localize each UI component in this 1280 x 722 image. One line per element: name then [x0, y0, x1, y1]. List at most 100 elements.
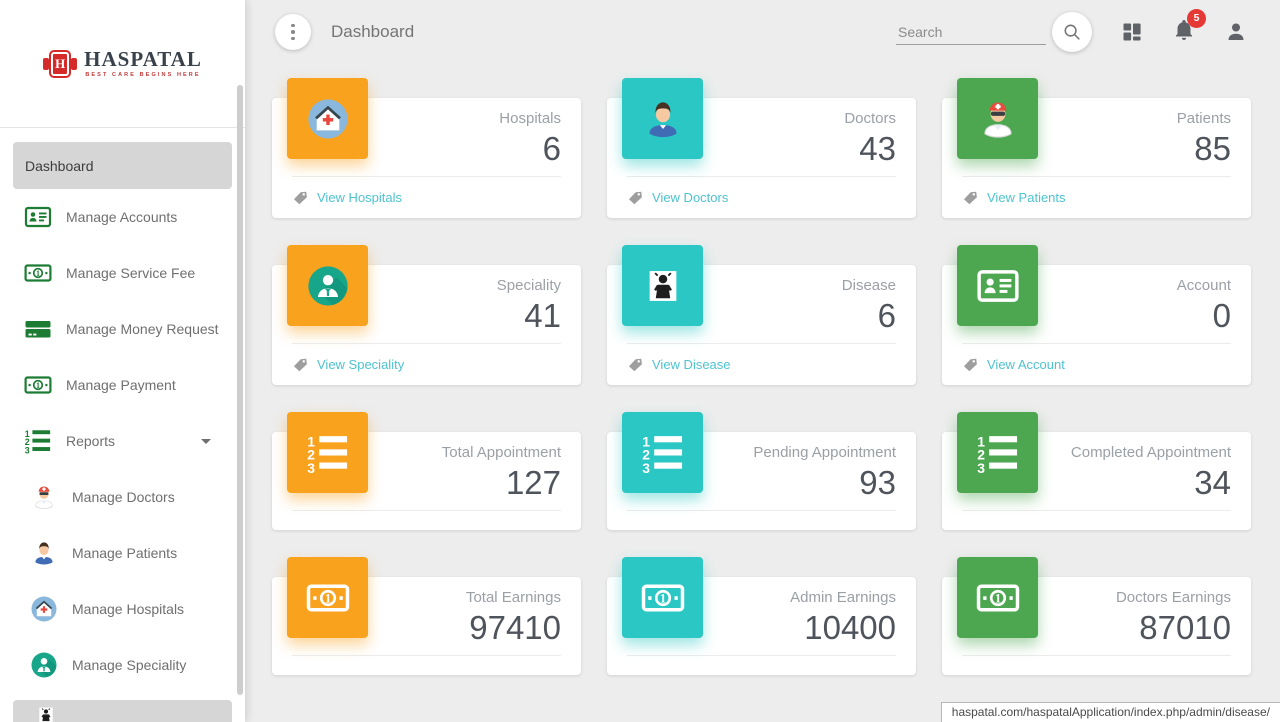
card-value: 41 [524, 297, 561, 334]
stat-card-disease: Disease 6 View Disease [607, 245, 916, 385]
card-label: Hospitals [499, 110, 561, 127]
view-patients-link[interactable]: View Patients [987, 190, 1066, 205]
sidebar-item-partial[interactable] [13, 700, 232, 722]
sidebar-item-manage-accounts[interactable]: Manage Accounts [0, 189, 245, 245]
sidebar-item-label: Reports [66, 433, 116, 449]
disease-figure-icon [622, 245, 703, 326]
sidebar-item-manage-money-request[interactable]: Manage Money Request [0, 301, 245, 357]
sidebar-item-reports[interactable]: Reports [0, 413, 245, 469]
card-value: 0 [1212, 297, 1231, 334]
status-url-tooltip: haspatal.com/haspatalApplication/index.p… [940, 702, 1280, 722]
card-label: Patients [1176, 110, 1231, 127]
id-card-icon [24, 203, 52, 231]
menu-dots-button[interactable] [275, 14, 311, 50]
list-123-icon [287, 412, 368, 493]
divider [627, 176, 896, 177]
doctor-avatar-icon [957, 78, 1038, 159]
stat-card-account: Account 0 View Account [942, 245, 1251, 385]
card-value: 6 [877, 297, 896, 334]
search-input[interactable] [896, 19, 1046, 45]
divider [627, 655, 896, 656]
stat-card-doctors-earnings: Doctors Earnings 87010 [942, 557, 1251, 675]
sidebar-item-label: Manage Accounts [66, 209, 178, 225]
stat-card-total-appointment: Total Appointment 127 [272, 412, 581, 530]
money-bill-icon [622, 557, 703, 638]
list-123-icon [622, 412, 703, 493]
card-value: 87010 [1139, 609, 1231, 646]
sidebar-item-label: Manage Money Request [66, 321, 219, 337]
sidebar-item-manage-speciality[interactable]: Manage Speciality [0, 637, 245, 693]
card-label: Admin Earnings [790, 589, 896, 606]
card-label: Total Earnings [465, 589, 561, 606]
tag-icon [292, 356, 309, 373]
card-value: 93 [859, 464, 896, 501]
divider [292, 655, 561, 656]
card-label: Total Appointment [441, 444, 561, 461]
tag-icon [627, 356, 644, 373]
sidebar-item-manage-hospitals[interactable]: Manage Hospitals [0, 581, 245, 637]
list-123-icon [24, 427, 52, 455]
hospital-house-icon [30, 595, 58, 623]
patient-avatar-icon [30, 539, 58, 567]
card-value: 10400 [804, 609, 896, 646]
stat-card-speciality: Speciality 41 View Speciality [272, 245, 581, 385]
card-label: Account [1176, 277, 1231, 294]
notification-badge: 5 [1187, 8, 1206, 28]
card-value: 34 [1194, 464, 1231, 501]
patient-avatar-icon [622, 78, 703, 159]
search-button[interactable] [1052, 12, 1092, 52]
card-label: Disease [841, 277, 896, 294]
haspatal-logo[interactable]: H HASPATAL BEST CARE BEGINS HERE [43, 49, 202, 78]
money-bill-icon [287, 557, 368, 638]
disease-figure-icon [35, 704, 57, 722]
stat-card-doctors: Doctors 43 View Doctors [607, 78, 916, 218]
card-value: 127 [505, 464, 561, 501]
card-label: Pending Appointment [753, 444, 896, 461]
divider [292, 510, 561, 511]
notifications-button[interactable]: 5 [1172, 8, 1206, 47]
haspatal-logo-icon: H [43, 49, 78, 78]
topbar: Dashboard 5 [245, 0, 1280, 64]
view-speciality-link[interactable]: View Speciality [317, 357, 405, 372]
divider [962, 510, 1231, 511]
stat-card-total-earnings: Total Earnings 97410 [272, 557, 581, 675]
divider [292, 343, 561, 344]
card-value: 43 [859, 130, 896, 167]
stat-card-hospitals: Hospitals 6 View Hospitals [272, 78, 581, 218]
user-icon[interactable] [1224, 20, 1248, 44]
page-title: Dashboard [331, 22, 415, 41]
logo-area: H HASPATAL BEST CARE BEGINS HERE [0, 0, 245, 128]
view-disease-link[interactable]: View Disease [652, 357, 731, 372]
sidebar-item-manage-doctors[interactable]: Manage Doctors [0, 469, 245, 525]
view-hospitals-link[interactable]: View Hospitals [317, 190, 403, 205]
card-label: Completed Appointment [1070, 444, 1231, 461]
id-card-icon [957, 245, 1038, 326]
view-doctors-link[interactable]: View Doctors [652, 190, 729, 205]
sidebar-item-manage-service-fee[interactable]: Manage Service Fee [0, 245, 245, 301]
sidebar-item-label: Manage Payment [66, 377, 176, 393]
main-content: Dashboard 5 Hospitals 6 [245, 0, 1280, 722]
sidebar-item-label: Manage Service Fee [66, 265, 196, 281]
divider [292, 176, 561, 177]
credit-card-icon [24, 315, 52, 343]
sidebar-item-manage-payment[interactable]: Manage Payment [0, 357, 245, 413]
sidebar-item-dashboard[interactable]: Dashboard [13, 142, 232, 189]
divider [962, 655, 1231, 656]
money-bill-icon [957, 557, 1038, 638]
sidebar-scrollbar[interactable] [237, 85, 243, 695]
stat-card-admin-earnings: Admin Earnings 10400 [607, 557, 916, 675]
sidebar-item-label: Dashboard [25, 157, 94, 174]
apps-grid-icon[interactable] [1120, 20, 1144, 44]
stat-card-pending-appointment: Pending Appointment 93 [607, 412, 916, 530]
view-account-link[interactable]: View Account [987, 357, 1065, 372]
app-name: HASPATAL [84, 47, 202, 71]
sidebar-item-label: Manage Patients [72, 545, 178, 561]
card-value: 85 [1194, 130, 1231, 167]
list-123-icon [957, 412, 1038, 493]
doctor-avatar-icon [30, 483, 58, 511]
card-value: 6 [542, 130, 561, 167]
sidebar-item-manage-patients[interactable]: Manage Patients [0, 525, 245, 581]
speciality-badge-icon [287, 245, 368, 326]
hospital-house-icon [287, 78, 368, 159]
sidebar: H HASPATAL BEST CARE BEGINS HERE Dashboa… [0, 0, 245, 722]
